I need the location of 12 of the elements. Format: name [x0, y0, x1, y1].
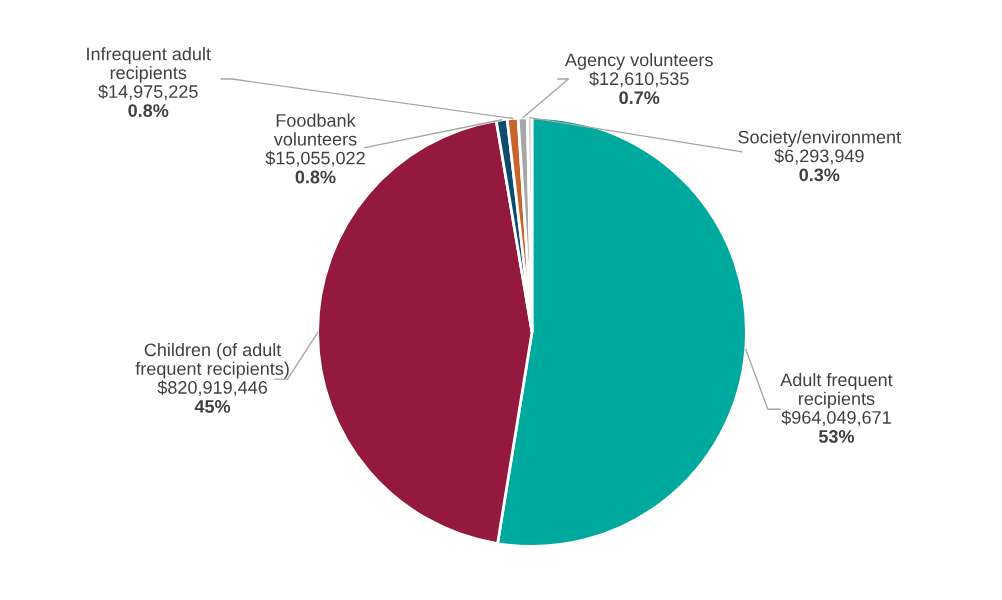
- slice-label: Adult frequent recipients: [780, 372, 893, 409]
- data-label: $964,049,671 53%: [781, 410, 891, 443]
- slice-label: Agency volunteers: [564, 53, 713, 70]
- data-label: $12,610,535 0.7%: [589, 71, 689, 105]
- data-label: $6,293,949 0.3%: [774, 148, 864, 182]
- slice-label: Infrequent adult recipients: [87, 47, 211, 83]
- data-label: $14,975,225 0.8%: [98, 84, 198, 117]
- slice-label: Children (of adult frequent recipients): [135, 342, 289, 379]
- slice-label: Society/environment: [738, 130, 901, 148]
- data-label: $15,055,022 0.8%: [265, 150, 365, 184]
- slice-label: Foodbank volunteers: [273, 113, 357, 146]
- data-label: $820,919,446 45%: [157, 380, 267, 413]
